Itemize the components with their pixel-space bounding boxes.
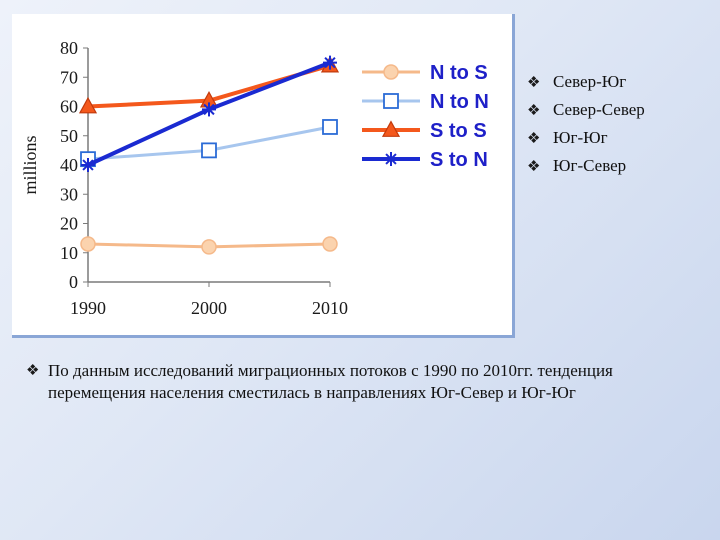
diamond-bullet-icon: ❖ <box>527 131 541 147</box>
data-point <box>202 102 216 117</box>
y-tick-label: 70 <box>60 67 78 87</box>
summary-note-text: По данным исследований миграционных пото… <box>48 361 613 402</box>
data-point <box>201 142 217 159</box>
diamond-bullet-icon: ❖ <box>26 363 40 379</box>
legend-marker <box>384 152 398 166</box>
legend-label: S to S <box>430 120 487 142</box>
bullet-list: ❖ Север-Юг ❖ Север-Север ❖ Юг-Юг ❖ Юг-Север <box>527 68 645 180</box>
y-tick-label: 60 <box>60 97 78 117</box>
data-point <box>322 119 338 135</box>
list-item-label: Юг-Юг <box>553 128 608 147</box>
list-item: ❖ Юг-Север <box>527 152 645 180</box>
legend-label: N to N <box>430 91 489 113</box>
summary-note: ❖ По данным исследований миграционных по… <box>26 360 706 404</box>
legend-marker <box>381 120 401 137</box>
x-tick-label: 2010 <box>312 298 348 318</box>
data-point <box>322 236 338 252</box>
data-point <box>201 239 217 255</box>
x-tick-label: 2000 <box>191 298 227 318</box>
list-item-label: Север-Север <box>553 100 645 119</box>
y-tick-label: 10 <box>60 243 78 263</box>
y-tick-label: 40 <box>60 155 78 175</box>
list-item-label: Юг-Север <box>553 156 627 175</box>
line-chart: 0 10 20 30 40 50 60 70 80 1990 2000 2010 millions N t… <box>20 38 489 318</box>
x-tick-label: 1990 <box>70 298 106 318</box>
list-item: ❖ Север-Юг <box>527 68 645 96</box>
y-tick-label: 50 <box>60 126 78 146</box>
y-tick-label: 20 <box>60 214 78 234</box>
legend-marker <box>383 64 399 80</box>
diamond-bullet-icon: ❖ <box>527 75 541 91</box>
diamond-bullet-icon: ❖ <box>527 159 541 175</box>
y-tick-label: 0 <box>69 272 78 292</box>
y-tick-label: 80 <box>60 38 78 58</box>
diamond-bullet-icon: ❖ <box>527 103 541 119</box>
data-point <box>80 236 96 252</box>
data-point <box>323 55 337 70</box>
legend-label: S to N <box>430 149 488 171</box>
legend-label: N to S <box>430 62 488 84</box>
legend-marker <box>383 93 399 109</box>
y-axis-label: millions <box>20 135 40 194</box>
list-item: ❖ Юг-Юг <box>527 124 645 152</box>
chart-panel: 0 10 20 30 40 50 60 70 80 1990 2000 2010 millions N t… <box>12 14 515 338</box>
list-item: ❖ Север-Север <box>527 96 645 124</box>
data-point <box>81 158 95 172</box>
list-item-label: Север-Юг <box>553 72 627 91</box>
y-tick-label: 30 <box>60 184 78 204</box>
data-point <box>78 96 98 114</box>
